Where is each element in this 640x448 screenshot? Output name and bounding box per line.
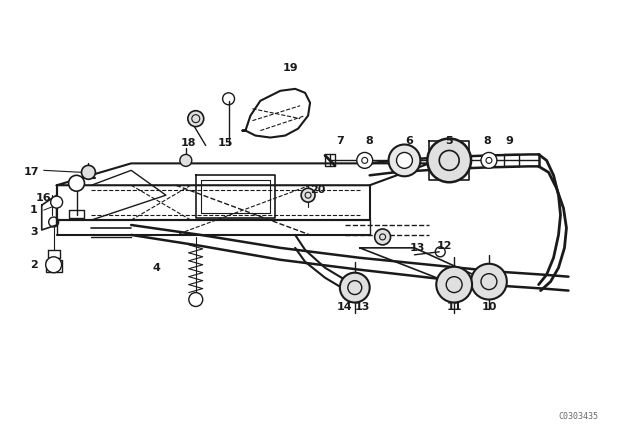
- Text: 20: 20: [310, 185, 326, 195]
- Text: 9: 9: [505, 136, 513, 146]
- Text: 3: 3: [30, 227, 38, 237]
- Text: 1: 1: [30, 205, 38, 215]
- Circle shape: [51, 196, 63, 208]
- Circle shape: [428, 138, 471, 182]
- Text: 14: 14: [337, 302, 353, 312]
- Text: 5: 5: [445, 136, 453, 146]
- Text: 8: 8: [366, 136, 374, 146]
- Text: 17: 17: [24, 167, 40, 177]
- Circle shape: [180, 155, 192, 166]
- Text: 13: 13: [355, 302, 371, 312]
- Circle shape: [397, 152, 412, 168]
- Text: 18: 18: [181, 138, 196, 147]
- Circle shape: [188, 111, 204, 127]
- Text: 4: 4: [152, 263, 160, 273]
- Circle shape: [81, 165, 95, 179]
- Text: 8: 8: [483, 136, 491, 146]
- Text: 11: 11: [447, 302, 462, 312]
- Circle shape: [45, 257, 61, 273]
- Text: 10: 10: [481, 302, 497, 312]
- Circle shape: [340, 273, 370, 302]
- Text: 13: 13: [410, 243, 425, 253]
- Text: 16: 16: [36, 193, 52, 203]
- Text: 12: 12: [436, 241, 452, 251]
- Circle shape: [301, 188, 315, 202]
- Circle shape: [189, 293, 203, 306]
- Circle shape: [471, 264, 507, 300]
- Circle shape: [388, 145, 420, 177]
- Text: 6: 6: [406, 136, 413, 146]
- Text: C0303435: C0303435: [558, 412, 598, 421]
- Text: 15: 15: [218, 138, 233, 147]
- Text: 19: 19: [282, 63, 298, 73]
- Circle shape: [481, 152, 497, 168]
- Circle shape: [374, 229, 390, 245]
- Circle shape: [68, 175, 84, 191]
- Text: 2: 2: [30, 260, 38, 270]
- Circle shape: [356, 152, 372, 168]
- Circle shape: [436, 267, 472, 302]
- Text: 7: 7: [336, 136, 344, 146]
